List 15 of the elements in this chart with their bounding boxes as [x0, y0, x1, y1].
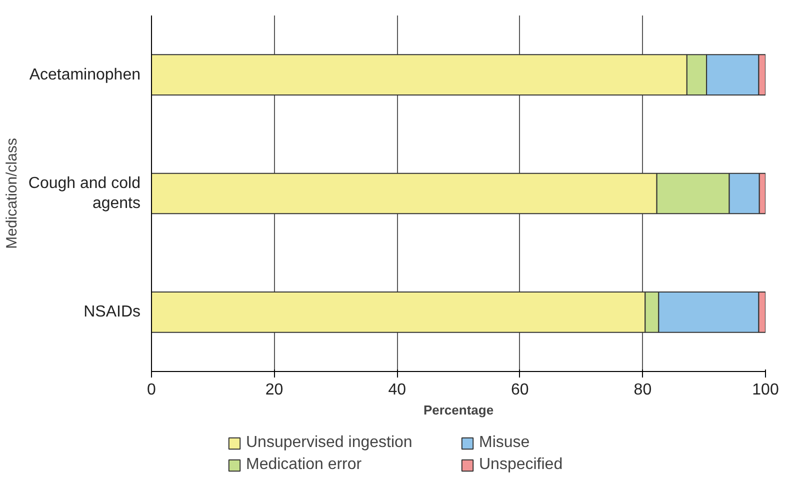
y-tick-label: NSAIDs: [84, 304, 141, 321]
legend-label: Medication error: [246, 456, 363, 474]
x-tick-label: 0: [147, 382, 156, 398]
x-axis-title: Percentage: [423, 402, 494, 418]
legend-label: Unspecified: [479, 456, 564, 474]
x-tick-label: 80: [634, 382, 652, 398]
x-tick-label: 40: [388, 382, 406, 398]
x-tick-label: 100: [752, 382, 779, 398]
y-axis-title: Medication/class: [3, 138, 20, 249]
x-tick-label: 20: [265, 382, 284, 398]
legend-label: Misuse: [479, 434, 531, 452]
x-tick-label: 60: [511, 382, 529, 398]
y-tick-label: Acetaminophen: [29, 66, 140, 84]
legend-label: Unsupervised ingestion: [246, 434, 414, 452]
y-tick-label: Cough and cold agents: [28, 174, 141, 212]
